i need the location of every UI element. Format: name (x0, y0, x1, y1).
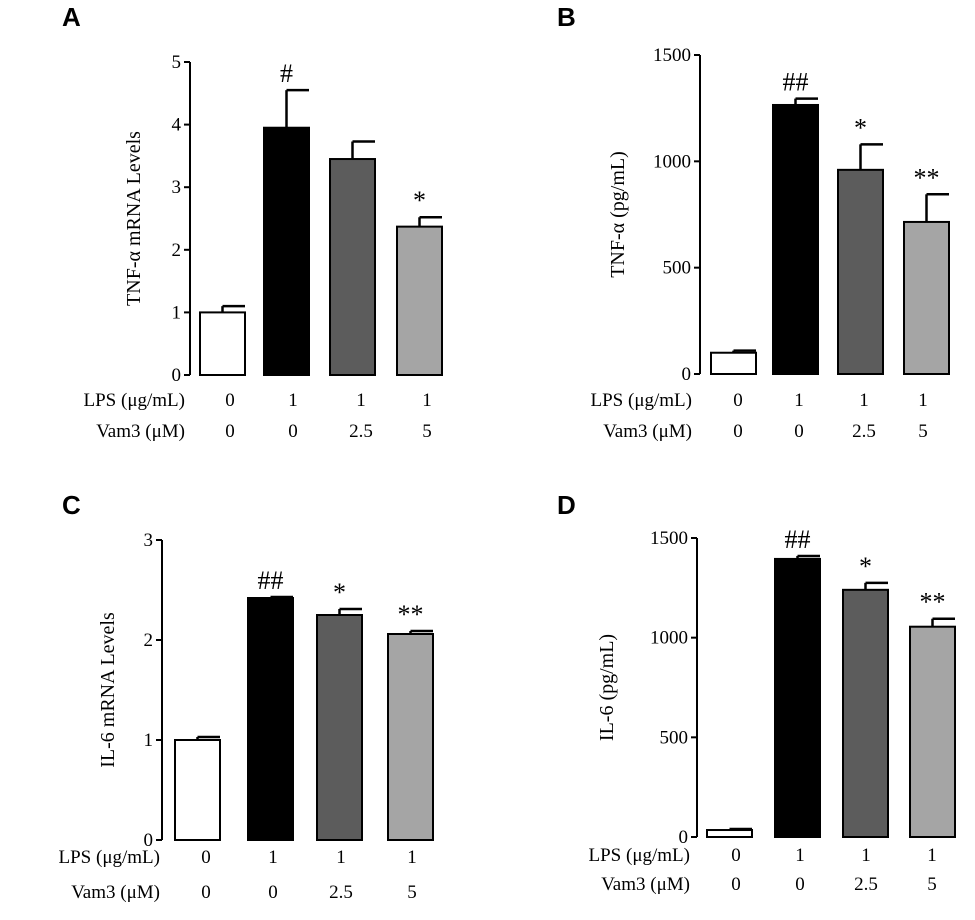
panel-c-condition-value: 1 (268, 847, 278, 868)
panel-c-bar (247, 597, 294, 841)
panel-a-condition-label: Vam3 (μM) (96, 421, 185, 442)
panel-a-bar (263, 126, 310, 377)
panel-d-condition-value: 0 (795, 874, 805, 895)
panel-a-bar (329, 158, 376, 376)
panel-d-condition-value: 0 (731, 874, 741, 895)
panel-a-condition-value: 5 (422, 421, 432, 442)
panel-d-condition-label: Vam3 (μM) (601, 874, 690, 895)
panel-a-y-tick-label: 2 (172, 240, 182, 261)
panel-letter-a: A (62, 2, 81, 32)
panel-a-condition-value: 1 (422, 390, 432, 411)
panel-d-y-tick-label: 500 (660, 727, 689, 748)
panel-d-y-tick-label: 1000 (650, 628, 688, 649)
panel-c-bar (174, 739, 221, 841)
panel-b-condition-value: 0 (733, 421, 743, 442)
panel-b-y-tick-label: 500 (663, 258, 692, 279)
panel-c-y-tick-label: 0 (144, 830, 154, 851)
panel-d-bar (706, 829, 753, 838)
panel-c-significance-marker: * (333, 578, 346, 607)
panel-b-condition-value: 0 (794, 421, 804, 442)
panel-a-condition-value: 0 (225, 390, 235, 411)
panel-a-bar (199, 311, 246, 376)
panel-b-condition-value: 1 (859, 390, 869, 411)
panel-c-y-label: IL-6 mRNA Levels (97, 612, 119, 768)
panel-a-significance-marker: # (280, 59, 293, 88)
panel-b-significance-marker: ## (783, 68, 809, 97)
panel-b-bar (837, 168, 884, 375)
panel-c-condition-value: 0 (201, 847, 211, 868)
panel-a-bar (396, 225, 443, 376)
panel-c-condition-value: 5 (407, 882, 417, 903)
panel-d-bar (909, 625, 956, 838)
panel-c-bar (387, 633, 434, 841)
panel-b-condition-label: Vam3 (μM) (603, 421, 692, 442)
panel-d-condition-value: 2.5 (854, 874, 878, 895)
panel-d-condition-value: 5 (927, 874, 937, 895)
panel-c-condition-value: 2.5 (329, 882, 353, 903)
panel-a-y-tick-label: 4 (172, 115, 182, 136)
panel-c-significance-marker: ** (398, 600, 424, 629)
panel-d-y-tick-label: 1500 (650, 528, 688, 549)
panel-b-bar (710, 351, 757, 376)
panel-a-condition-value: 0 (288, 421, 298, 442)
panel-d-bar (842, 588, 889, 838)
panel-c-condition-value: 0 (268, 882, 278, 903)
panel-c-condition-value: 1 (336, 847, 346, 868)
panel-letter-c: C (62, 490, 81, 520)
panel-letter-b: B (557, 2, 576, 32)
panel-b-y-tick-label: 0 (682, 364, 692, 385)
panel-d-significance-marker: * (859, 552, 872, 581)
panel-c-y-tick-label: 2 (144, 630, 154, 651)
panel-c-condition-value: 0 (201, 882, 211, 903)
panel-c-bar (316, 614, 363, 841)
panel-a-y-tick-label: 1 (172, 302, 182, 323)
panel-a-y-label: TNF-α mRNA Levels (123, 131, 145, 306)
panel-d-y-tick-label: 0 (679, 827, 689, 848)
panel-d-condition-value: 1 (795, 845, 805, 866)
panel-a-condition-value: 0 (225, 421, 235, 442)
panel-c-condition-label: Vam3 (μM) (71, 882, 160, 903)
panel-d-significance-marker: ## (785, 525, 811, 554)
panel-d-significance-marker: ** (920, 588, 946, 617)
panel-b-condition-value: 2.5 (852, 421, 876, 442)
panel-a-condition-value: 2.5 (349, 421, 373, 442)
panel-b-significance-marker: ** (914, 163, 940, 192)
panel-b-condition-value: 1 (918, 390, 928, 411)
panel-b-bar (903, 220, 950, 375)
panel-b-y-label: TNF-α (pg/mL) (607, 151, 629, 278)
panel-b-y-tick-label: 1500 (653, 45, 691, 66)
panel-a-y-tick-label: 5 (172, 52, 182, 73)
panel-b-condition-value: 0 (733, 390, 743, 411)
panel-d-y-label: IL-6 (pg/mL) (596, 634, 618, 741)
panel-d-condition-value: 1 (861, 845, 871, 866)
panel-letter-d: D (557, 490, 576, 520)
panel-a-significance-marker: * (413, 186, 426, 215)
panel-b-y-tick-label: 1000 (653, 151, 691, 172)
panel-d-condition-label: LPS (μg/mL) (589, 845, 691, 866)
panel-a-y-tick-label: 0 (172, 365, 182, 386)
panel-d-bar (774, 557, 821, 838)
panel-c-condition-value: 1 (407, 847, 417, 868)
panel-a-condition-value: 1 (288, 390, 298, 411)
panel-a-condition-label: LPS (μg/mL) (84, 390, 186, 411)
panel-a-y-tick-label: 3 (172, 177, 182, 198)
panel-c-condition-label: LPS (μg/mL) (59, 847, 161, 868)
panel-d-condition-value: 1 (927, 845, 937, 866)
panel-b-bar (772, 103, 819, 376)
panel-b-significance-marker: * (854, 113, 867, 142)
panel-c-y-tick-label: 3 (144, 530, 154, 551)
panel-b-condition-value: 1 (794, 390, 804, 411)
panel-b-condition-label: LPS (μg/mL) (591, 390, 693, 411)
panel-d-condition-value: 0 (731, 845, 741, 866)
panel-b-condition-value: 5 (918, 421, 928, 442)
panel-c-y-tick-label: 1 (144, 730, 154, 751)
panel-a-condition-value: 1 (356, 390, 366, 411)
panel-c-significance-marker: ## (258, 566, 284, 595)
